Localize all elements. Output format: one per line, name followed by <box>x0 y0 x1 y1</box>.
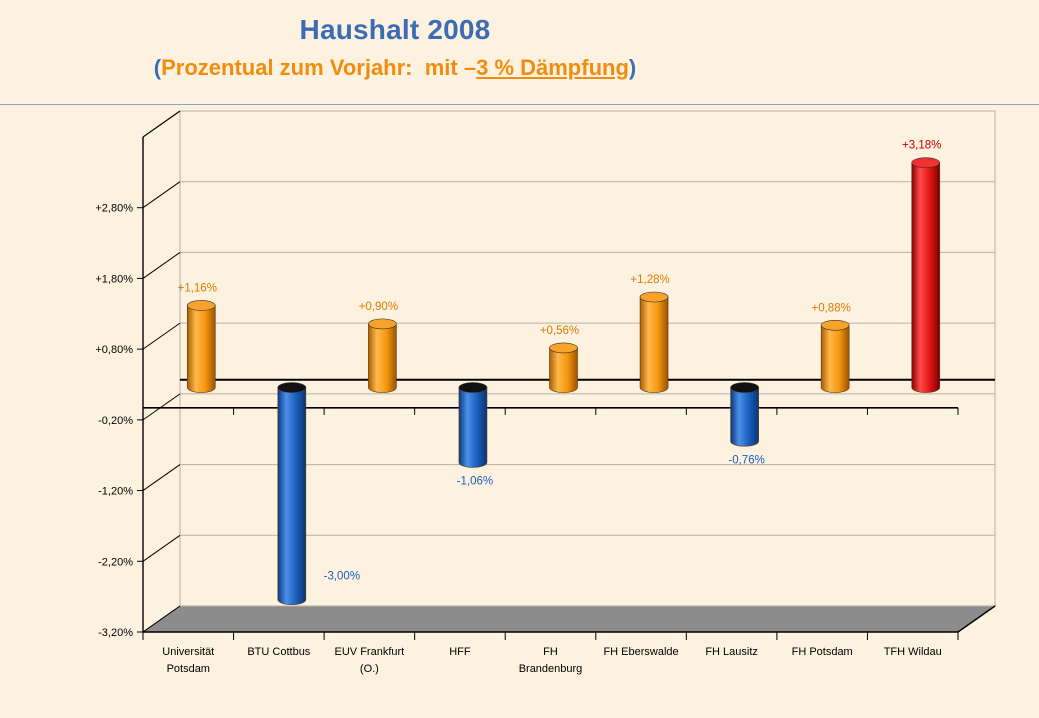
y-tick-label: -3,20% <box>98 627 133 639</box>
gridline-side-5 <box>142 534 181 562</box>
bar-cap <box>186 300 216 311</box>
bar <box>186 300 216 393</box>
category-label: Universität <box>162 646 214 658</box>
bar <box>368 318 397 393</box>
bar-body <box>186 305 216 393</box>
category-label: FH <box>543 646 558 658</box>
subtitle-text: Prozentual zum Vorjahr: mit – <box>161 55 477 80</box>
data-label: +3,18% <box>902 140 941 152</box>
bar-cap <box>549 342 578 354</box>
chart-floor <box>141 605 997 633</box>
subtitle-underlined-text: 3 % Dämpfung <box>476 55 629 80</box>
gridline-side-3 <box>142 393 181 421</box>
bar-body <box>911 162 941 393</box>
category-label: FH Lausitz <box>705 646 758 658</box>
y-tick-label: -0,20% <box>98 415 133 427</box>
axes: +2,80% +1,80% +0,80% -0,20% -1,20% -2,20% -3,2… <box>95 137 996 640</box>
bar <box>277 382 307 605</box>
bar-body <box>277 387 307 605</box>
category-label: TFH Wildau <box>884 646 942 658</box>
bar-cap <box>820 319 850 331</box>
bar <box>820 319 850 393</box>
bar <box>730 382 759 447</box>
category-label: (O.) <box>360 663 379 675</box>
bar-body <box>820 324 850 393</box>
data-label: -0,76% <box>728 454 764 466</box>
gridline-side-6 <box>142 605 181 633</box>
floor-right-edge <box>957 605 996 633</box>
data-label: +1,16% <box>178 282 217 294</box>
category-label: FH Eberswalde <box>603 646 678 658</box>
gridline-side-1 <box>142 252 181 279</box>
data-label: +0,88% <box>812 302 851 314</box>
data-label: -1,06% <box>457 475 493 487</box>
header-divider <box>0 104 1039 105</box>
gridlines <box>137 181 995 633</box>
chart-subtitle: (Prozentual zum Vorjahr: mit –3 % Dämpfu… <box>0 55 790 81</box>
y-tick-label: -2,20% <box>98 556 133 568</box>
bar <box>911 157 941 393</box>
data-label: +0,56% <box>540 325 579 337</box>
bar-cap <box>368 318 397 330</box>
bar-cap <box>458 382 488 393</box>
chart-title: Haushalt 2008 <box>299 14 491 45</box>
gridline-side-4 <box>142 464 181 491</box>
gridline-side-2 <box>142 322 181 350</box>
bar-cap <box>911 157 941 168</box>
data-label: -3,00% <box>324 571 360 583</box>
y-tick-label: +0,80% <box>95 344 133 356</box>
y-tick-label: -1,20% <box>98 486 133 498</box>
category-label: EUV Frankfurt <box>335 646 405 658</box>
bar-body <box>458 387 488 468</box>
bar-body <box>549 347 578 393</box>
subtitle-close-paren: ) <box>628 55 637 80</box>
category-label: FH Potsdam <box>792 646 853 658</box>
bar-body <box>368 323 397 393</box>
bar <box>458 382 488 468</box>
category-label: BTU Cottbus <box>247 646 310 658</box>
y-tick-label: +1,80% <box>95 273 133 285</box>
left-wall-top-edge <box>142 110 181 138</box>
data-label: +1,28% <box>630 274 669 286</box>
category-label: HFF <box>449 646 471 658</box>
bar-cap <box>277 382 307 393</box>
bar <box>639 291 669 393</box>
bar-body <box>639 296 669 393</box>
bar-cap <box>639 291 669 303</box>
gridline-side-0 <box>142 181 181 209</box>
category-label: Brandenburg <box>519 663 583 675</box>
category-label: Potsdam <box>167 663 210 675</box>
subtitle-open-paren: ( <box>153 55 162 80</box>
bar-cap <box>730 382 759 393</box>
data-label: +0,90% <box>359 301 398 313</box>
bar-body <box>730 387 759 447</box>
y-tick-label: +2,80% <box>95 203 133 215</box>
labels: +1,16% Universität Potsdam -3,00% BTU Cottbu… <box>162 140 941 675</box>
bars <box>186 157 941 605</box>
bar <box>549 342 578 393</box>
